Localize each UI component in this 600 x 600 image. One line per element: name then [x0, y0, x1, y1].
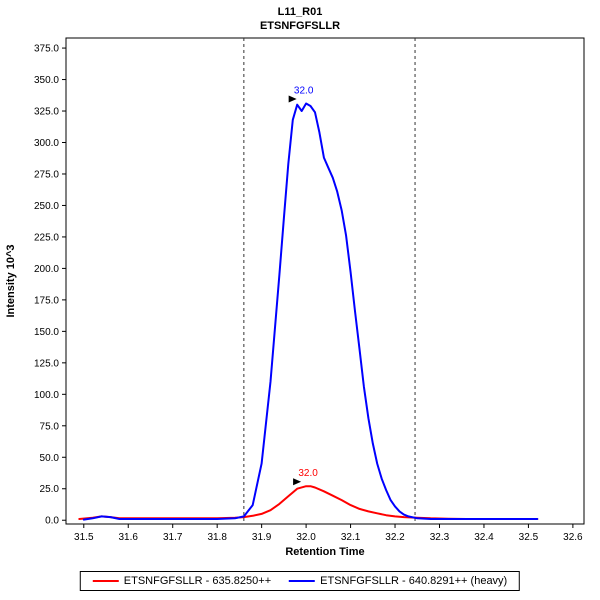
plot-border	[65, 37, 585, 525]
peak-arrow-marker	[293, 478, 302, 486]
peak-arrow-marker	[288, 95, 297, 103]
y-tick-label: 275.0	[34, 169, 59, 180]
y-tick-label: 200.0	[34, 264, 59, 275]
series-line-1[interactable]	[82, 102, 539, 521]
x-tick-label: 32.2	[385, 532, 405, 543]
legend-label-light: ETSNFGFSLLR - 635.8250++	[123, 575, 272, 587]
x-tick-label: 32.5	[519, 532, 539, 543]
chart-header: L11_R01 ETSNFGFSLLR	[0, 5, 600, 33]
y-tick-label: 25.0	[40, 484, 60, 495]
x-tick-label: 31.6	[119, 532, 139, 543]
y-tick-label: 75.0	[40, 421, 60, 432]
x-tick-label: 32.3	[430, 532, 450, 543]
legend-entry-heavy: ETSNFGFSLLR - 640.8291++ (heavy)	[289, 575, 507, 587]
x-tick-label: 31.7	[163, 532, 183, 543]
red-line-swatch	[92, 580, 119, 582]
y-tick-label: 375.0	[34, 44, 59, 55]
y-tick-label: 325.0	[34, 107, 59, 118]
blue-line-swatch	[289, 580, 316, 582]
y-tick-label: 225.0	[34, 232, 59, 243]
y-tick-label: 350.0	[34, 75, 59, 86]
x-axis-title: Retention Time	[285, 546, 364, 558]
y-tick-label: 0.0	[45, 516, 59, 527]
peak-rt-annotation: 32.0	[294, 85, 314, 96]
y-tick-label: 50.0	[40, 453, 60, 464]
y-tick-label: 100.0	[34, 390, 59, 401]
legend: ETSNFGFSLLR - 635.8250++ ETSNFGFSLLR - 6…	[79, 571, 521, 591]
x-tick-label: 31.8	[207, 532, 227, 543]
peak-rt-annotation: 32.0	[298, 468, 318, 479]
x-tick-label: 31.9	[252, 532, 272, 543]
x-tick-label: 31.5	[74, 532, 94, 543]
y-tick-label: 175.0	[34, 295, 59, 306]
legend-label-heavy: ETSNFGFSLLR - 640.8291++ (heavy)	[320, 575, 508, 587]
x-tick-label: 32.4	[474, 532, 494, 543]
legend-entry-light: ETSNFGFSLLR - 635.8250++	[92, 575, 272, 587]
y-tick-label: 150.0	[34, 327, 59, 338]
chart-subtitle: ETSNFGFSLLR	[259, 20, 341, 32]
x-tick-label: 32.6	[563, 532, 583, 543]
x-tick-label: 32.0	[296, 532, 316, 543]
y-tick-label: 300.0	[34, 138, 59, 149]
y-axis-title: Intensity 10^3	[5, 244, 17, 317]
x-tick-label: 32.1	[341, 532, 361, 543]
chart-title: L11_R01	[277, 6, 323, 18]
y-tick-label: 125.0	[34, 358, 59, 369]
y-tick-label: 250.0	[34, 201, 59, 212]
